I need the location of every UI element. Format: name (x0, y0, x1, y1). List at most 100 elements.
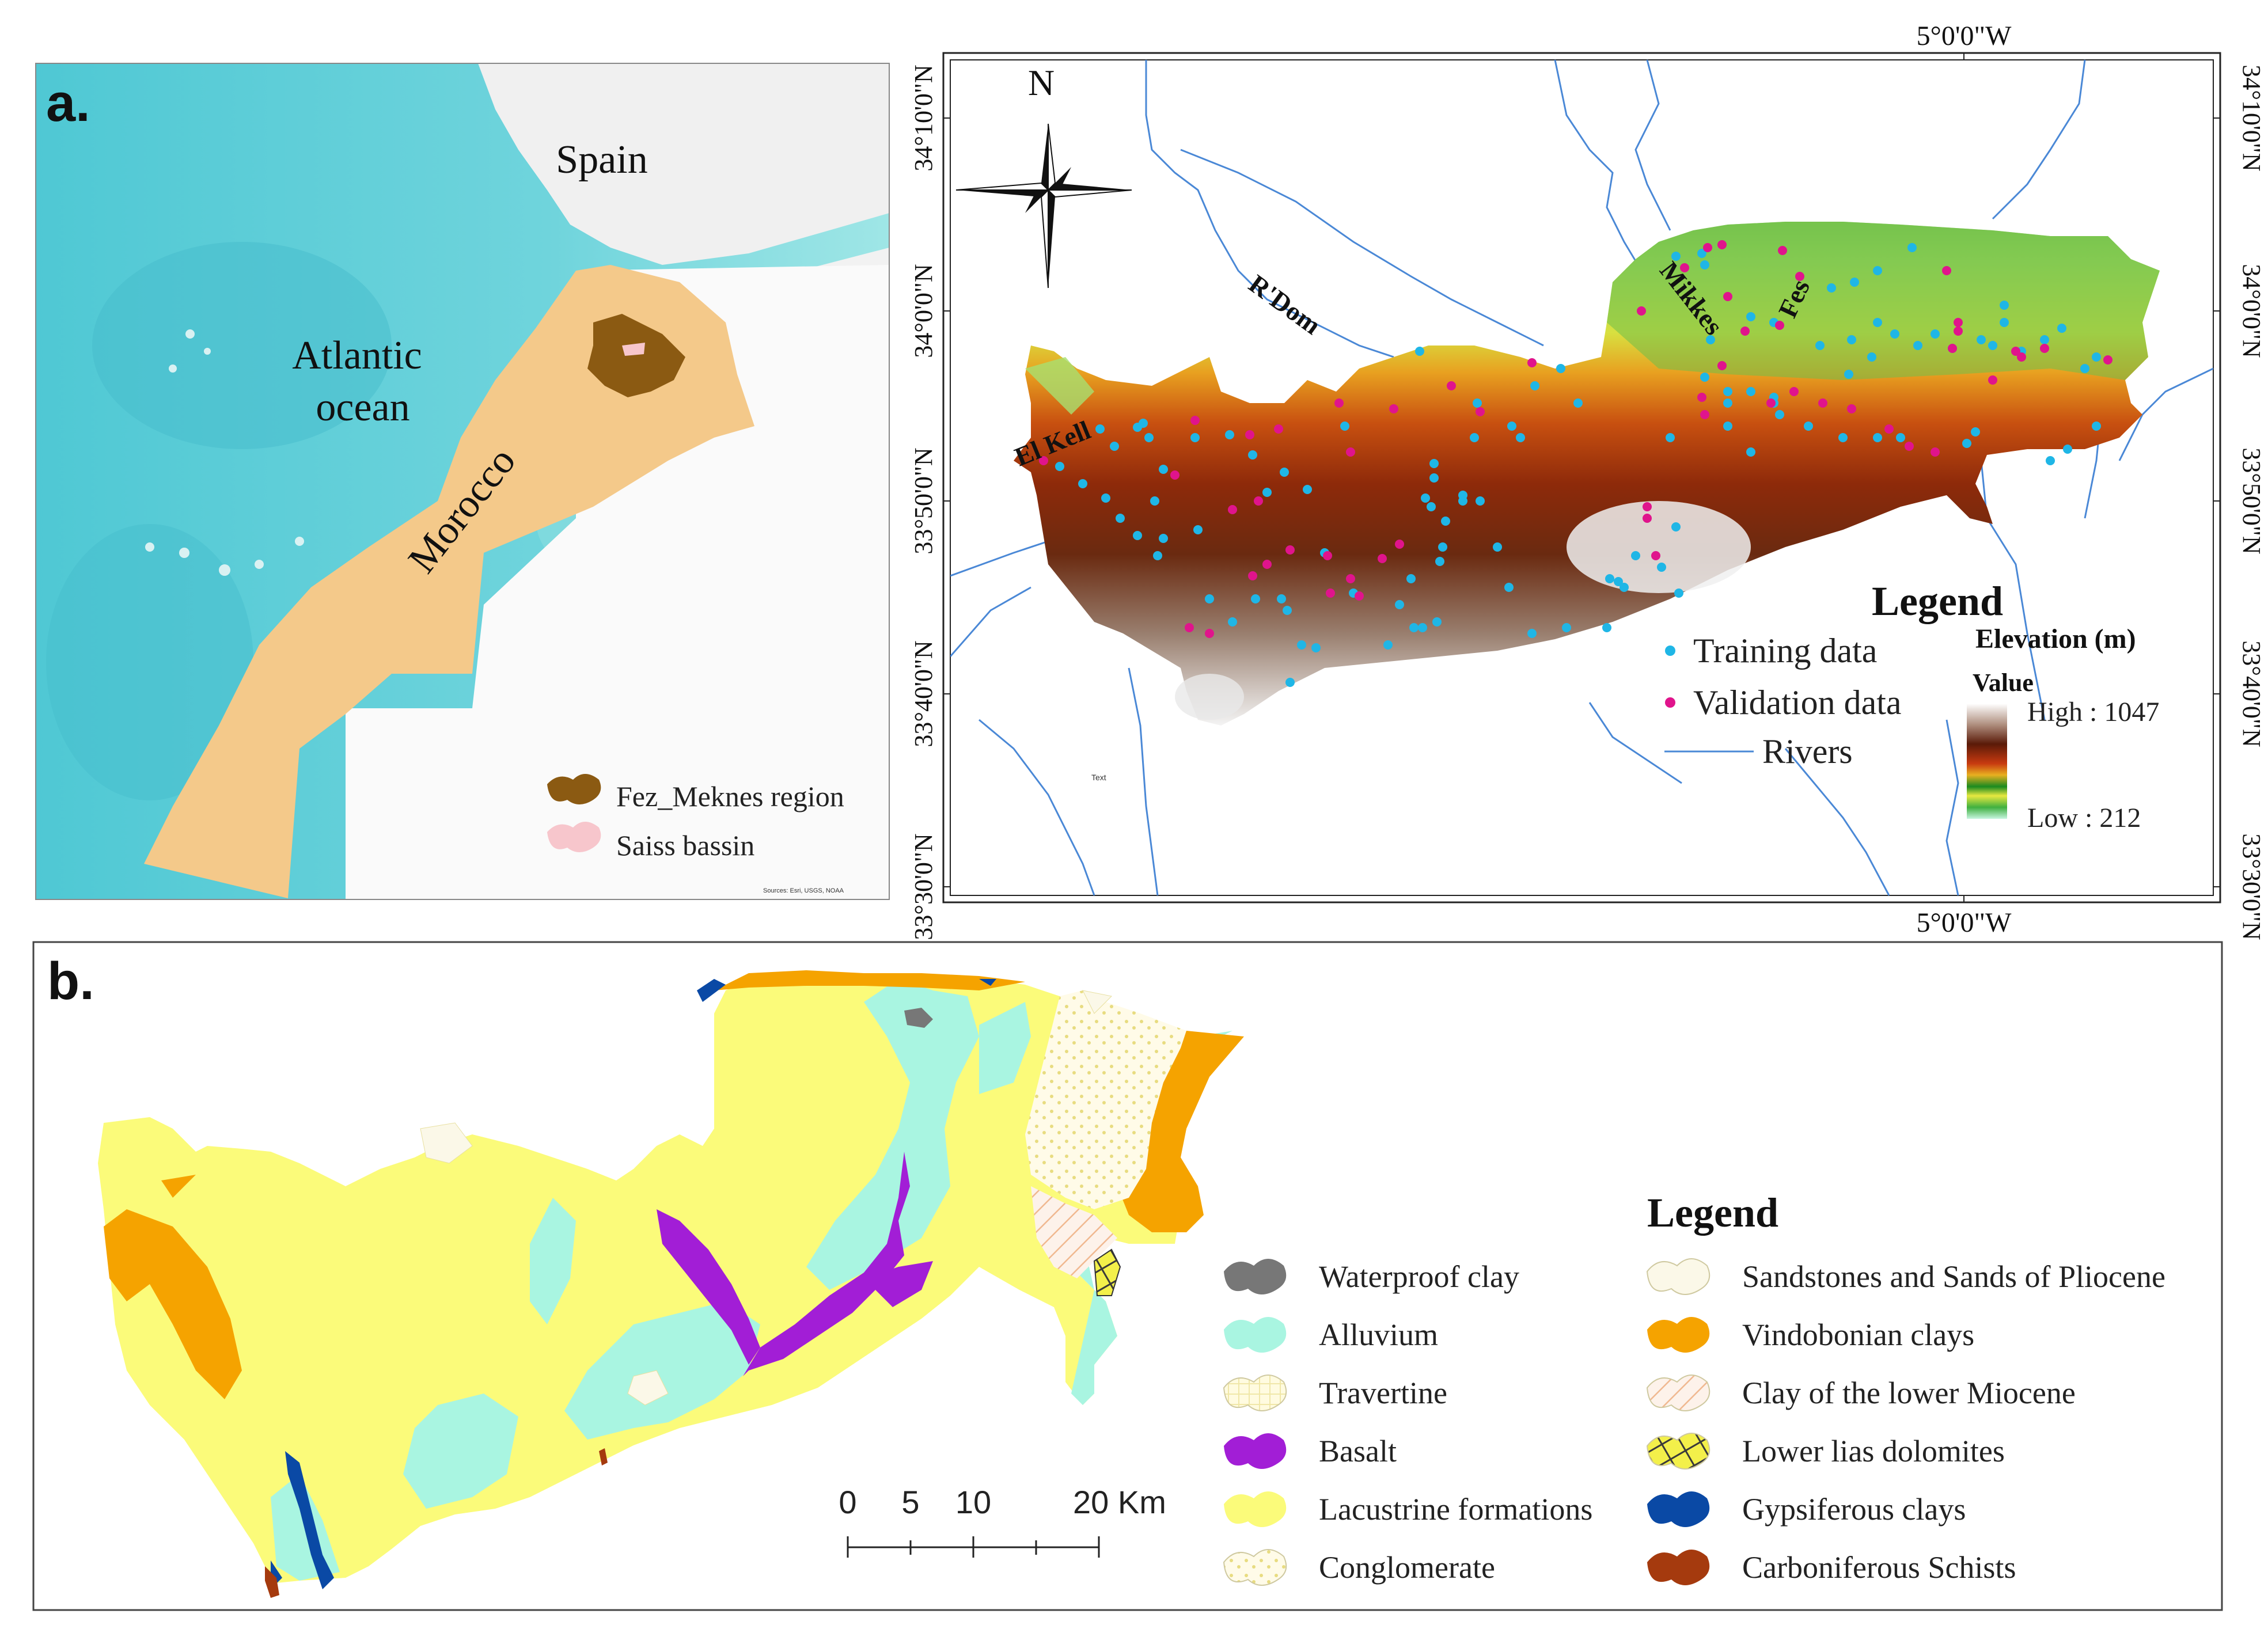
spain-landmass (478, 63, 889, 265)
training-point (1746, 387, 1755, 396)
validation-point (1389, 404, 1398, 413)
frame-ticks (943, 53, 2220, 902)
panel-a-frame (35, 63, 890, 900)
training-point (1159, 465, 1168, 474)
carboniferous-schists-areas (265, 1448, 608, 1598)
training-point (1850, 278, 1859, 287)
training-point (1631, 551, 1640, 560)
saiss-basin-area (622, 343, 645, 356)
validation-point (2040, 344, 2049, 353)
training-point (1844, 370, 1853, 379)
validation-point (1717, 361, 1727, 370)
scale-tick-20: 20 Km (1073, 1484, 1166, 1520)
lat-label-right: 34°0'0"N (2237, 264, 2266, 358)
validation-point (1884, 424, 1894, 434)
training-point (1666, 433, 1675, 442)
training-point (2080, 364, 2089, 373)
validation-point (1942, 266, 1951, 275)
training-point (2046, 456, 2055, 465)
training-point (1153, 551, 1162, 560)
lon-label-bottom: 5°0'0"W (1917, 908, 2012, 938)
training-point (2092, 422, 2101, 431)
lacustrine-formations-area (98, 973, 1244, 1584)
training-point (2000, 318, 2009, 327)
training-point (1159, 534, 1168, 543)
validation-point (1795, 272, 1804, 281)
legend-swatch (1647, 1550, 1710, 1585)
lat-label-left: 33°50'0"N (909, 447, 938, 554)
training-point (1573, 398, 1583, 408)
validation-point (1254, 496, 1263, 506)
training-point (1493, 542, 1502, 552)
training-point (2063, 445, 2072, 454)
training-point (1746, 447, 1755, 457)
training-point (1746, 312, 1755, 321)
training-point (1988, 341, 1997, 350)
panel-a-label: a. (46, 74, 90, 132)
training-point (1697, 249, 1706, 258)
validation-point (2103, 355, 2112, 365)
lat-label-left: 34°10'0"N (909, 64, 938, 171)
validation-point (1954, 318, 1963, 327)
legend-item-label: Conglomerate (1319, 1550, 1495, 1585)
training-point (1421, 493, 1430, 503)
training-point (1441, 517, 1450, 526)
validation-point (1948, 344, 1957, 353)
panel-a (36, 63, 889, 899)
training-point (1311, 643, 1321, 652)
training-point (1827, 283, 1836, 293)
legend-swatch (1224, 1491, 1287, 1527)
training-point (1262, 488, 1272, 497)
map-credits: Sources: Esri, USGS, NOAA (763, 887, 844, 894)
fez-meknes-region (587, 314, 685, 397)
legend-swatch-saiss (547, 822, 601, 852)
training-point (1228, 617, 1237, 627)
validation-point (1931, 447, 1940, 457)
lat-label-left: 33°30'0"N (909, 833, 938, 940)
basalt-areas (657, 1152, 933, 1376)
training-point (1285, 678, 1295, 687)
map-legend-title: Legend (1872, 578, 2003, 624)
lat-label-left: 34°0'0"N (909, 264, 938, 358)
morocco-area (144, 265, 754, 898)
validation-point (1355, 591, 1364, 601)
training-point (1078, 479, 1087, 488)
sandstone-areas (420, 990, 1113, 1406)
training-point (1110, 442, 1119, 451)
training-point (1144, 433, 1154, 442)
training-point (1427, 502, 1436, 511)
training-point (1429, 459, 1439, 468)
legend-swatch (1223, 1549, 1287, 1586)
validation-point (1651, 551, 1660, 560)
lat-label-right: 33°30'0"N (2237, 833, 2266, 940)
legend-validation-label: Validation data (1693, 684, 1902, 722)
legend-label-saiss: Saiss bassin (616, 829, 754, 861)
training-point (1251, 594, 1260, 603)
validation-point (1476, 407, 1485, 416)
conglomerate-area (1025, 990, 1186, 1209)
training-point (1962, 439, 1971, 448)
lower-miocene-clay-area (1031, 1186, 1117, 1278)
training-point (1620, 583, 1629, 592)
training-point (1674, 589, 1683, 598)
validation-point (1346, 447, 1355, 457)
training-point (2000, 301, 2009, 310)
training-point (1890, 329, 1899, 339)
validation-point (1285, 545, 1295, 555)
geology-legend-title: Legend (1647, 1190, 1778, 1236)
rivers (950, 59, 2213, 896)
validation-point (1847, 404, 1856, 413)
validation-point (1205, 629, 1214, 638)
validation-point (1789, 387, 1799, 396)
training-point (1671, 522, 1681, 531)
legend-item-label: Carboniferous Schists (1742, 1550, 2016, 1585)
training-point (1438, 542, 1447, 552)
legend-validation-marker (1665, 697, 1675, 708)
training-point (2092, 352, 2101, 362)
validation-point (1527, 358, 1537, 367)
validation-point (1778, 246, 1787, 255)
legend-swatch (1647, 1317, 1710, 1353)
lat-labels-left: 34°10'0"N 34°0'0"N 33°50'0"N 33°40'0"N 33°30… (909, 64, 938, 940)
training-point (1205, 594, 1214, 603)
validation-points (1039, 240, 2112, 638)
